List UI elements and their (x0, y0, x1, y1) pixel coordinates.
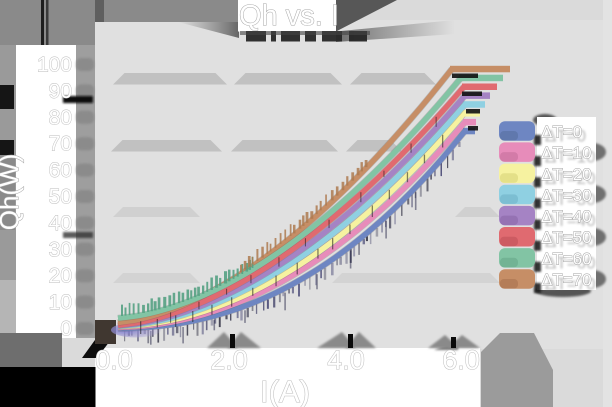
svg-text:ΔT=0: ΔT=0 (545, 127, 586, 146)
svg-text:Qh(W): Qh(W) (0, 154, 24, 231)
svg-text:ΔT=20: ΔT=20 (541, 165, 592, 184)
svg-text:ΔT=40: ΔT=40 (541, 207, 592, 226)
svg-text:40: 40 (49, 212, 72, 235)
svg-text:70: 70 (49, 133, 72, 156)
svg-text:0: 0 (60, 318, 72, 341)
svg-text:60: 60 (49, 159, 72, 182)
svg-text:2.0: 2.0 (210, 345, 248, 375)
svg-text:ΔT=30: ΔT=30 (541, 186, 592, 205)
svg-text:ΔT=60: ΔT=60 (541, 249, 592, 268)
svg-text:ΔT=30: ΔT=30 (545, 190, 596, 209)
svg-text:ΔT=10: ΔT=10 (541, 144, 592, 163)
svg-text:10: 10 (49, 291, 72, 314)
svg-text:ΔT=10: ΔT=10 (545, 148, 596, 167)
svg-text:30: 30 (49, 238, 72, 261)
svg-text:6.0: 6.0 (442, 345, 480, 375)
svg-text:I(A): I(A) (260, 374, 310, 407)
svg-text:100: 100 (37, 54, 72, 77)
svg-text:Qh vs. I: Qh vs. I (239, 0, 339, 32)
svg-text:ΔT=60: ΔT=60 (545, 253, 596, 272)
svg-text:90: 90 (49, 80, 72, 103)
svg-text:ΔT=50: ΔT=50 (541, 228, 592, 247)
svg-text:80: 80 (49, 106, 72, 129)
svg-text:4.0: 4.0 (327, 345, 365, 375)
svg-text:ΔT=70: ΔT=70 (541, 271, 592, 290)
svg-text:20: 20 (49, 265, 72, 288)
svg-text:ΔT=0: ΔT=0 (541, 123, 582, 142)
svg-text:0.0: 0.0 (95, 345, 133, 375)
svg-text:ΔT=70: ΔT=70 (545, 275, 596, 294)
svg-text:50: 50 (49, 186, 72, 209)
svg-text:ΔT=40: ΔT=40 (545, 211, 596, 230)
svg-text:ΔT=20: ΔT=20 (545, 169, 596, 188)
svg-text:ΔT=50: ΔT=50 (545, 232, 596, 251)
